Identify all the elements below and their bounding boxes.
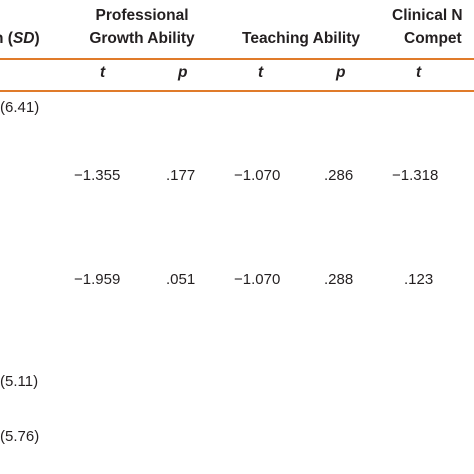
cell-cn-t: −1.318 (392, 167, 439, 184)
subheader-rule (0, 90, 474, 92)
header-professional-growth-line1: Professional (95, 7, 189, 24)
cell-ta-t: −1.070 (234, 271, 281, 288)
cell-pg-p: .051 (166, 271, 196, 288)
cell-cn-t: .123 (404, 271, 434, 288)
stub-value: (6.41) (0, 99, 40, 116)
stub-value: (5.11) (0, 373, 39, 390)
cell-pg-t: −1.959 (74, 271, 121, 288)
header-teaching-ability: Teaching Ability (242, 30, 360, 47)
subheader-ta-t: t (258, 64, 264, 81)
stub-header-italic: SD (12, 30, 35, 47)
header-clinical-line2: Compet (404, 30, 462, 47)
cell-ta-p: .286 (324, 167, 354, 184)
subheader-pg-p: p (178, 64, 188, 81)
stub-value: (5.76) (0, 428, 40, 445)
subheader-cn-t: t (416, 64, 422, 81)
header-rule (0, 58, 474, 60)
stub-header-suffix: ) (34, 30, 40, 47)
header-clinical-line1: Clinical N (392, 7, 463, 24)
stub-header: n (SD) (0, 30, 40, 48)
stub-header-prefix: n ( (0, 30, 13, 47)
cell-pg-t: −1.355 (74, 167, 121, 184)
cell-pg-p: .177 (166, 167, 196, 184)
cell-ta-t: −1.070 (234, 167, 281, 184)
subheader-ta-p: p (336, 64, 346, 81)
cell-ta-p: .288 (324, 271, 354, 288)
header-professional-growth-line2: Growth Ability (89, 30, 195, 47)
subheader-pg-t: t (100, 64, 106, 81)
